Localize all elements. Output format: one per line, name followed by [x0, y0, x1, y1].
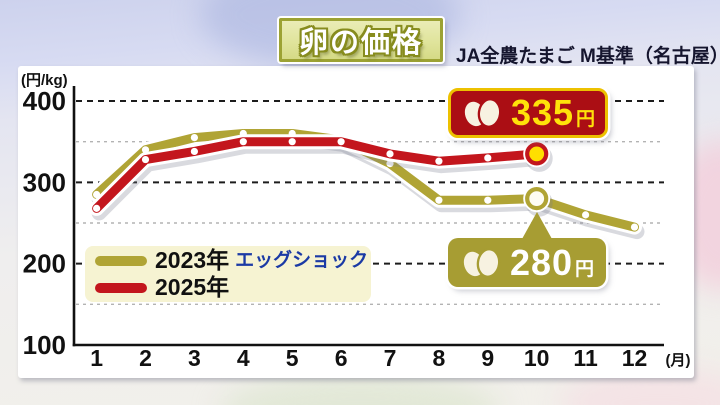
svg-text:400: 400: [23, 86, 66, 116]
legend-label-2025: 2025年: [155, 274, 230, 300]
svg-text:9: 9: [481, 345, 494, 371]
legend-note-egg-shock: エッグショック: [235, 250, 369, 271]
svg-text:6: 6: [335, 345, 348, 371]
legend-label-2023: 2023年: [155, 247, 230, 273]
svg-text:100: 100: [23, 330, 66, 360]
callout-2023-price-badge: 280 円: [448, 212, 606, 287]
title-banner: 卵の価格: [279, 18, 443, 62]
svg-text:2: 2: [139, 345, 152, 371]
svg-text:12: 12: [622, 345, 648, 371]
callout-2025-price-text: 335 円: [511, 95, 595, 131]
price-value-2025: 335: [510, 92, 575, 133]
svg-text:3: 3: [188, 345, 201, 371]
price-unit-2025: 円: [576, 109, 596, 130]
legend-swatch-2023: [95, 255, 147, 266]
legend-item-2023: 2023年 エッグショック: [95, 249, 371, 272]
chart-source-label: JA全農たまご M基準（名古屋）: [456, 46, 720, 67]
page-title: 卵の価格: [298, 27, 423, 59]
y-axis-unit-label: (円/kg): [21, 72, 68, 89]
callout-pointer-up: [522, 212, 552, 239]
legend-swatch-2025: [95, 282, 147, 293]
callout-2023-price-text: 280 円: [509, 241, 595, 283]
svg-text:1: 1: [90, 345, 103, 371]
legend-item-2025: 2025年: [95, 276, 371, 299]
svg-text:5: 5: [286, 345, 299, 371]
chart-legend: 2023年 エッグショック 2025年: [85, 246, 371, 302]
price-value-2023: 280: [509, 241, 574, 283]
svg-text:8: 8: [433, 345, 446, 371]
price-unit-2023: 円: [575, 258, 595, 280]
eggs-icon: [464, 98, 502, 128]
callout-2025-price-badge: 335 円: [448, 88, 608, 138]
svg-text:200: 200: [23, 249, 66, 279]
svg-text:4: 4: [237, 345, 250, 371]
svg-text:10: 10: [524, 345, 550, 371]
svg-text:7: 7: [384, 345, 397, 371]
svg-text:300: 300: [23, 167, 66, 197]
svg-text:11: 11: [573, 345, 598, 371]
eggs-icon: [463, 247, 501, 278]
svg-text:(月): (月): [666, 352, 691, 369]
